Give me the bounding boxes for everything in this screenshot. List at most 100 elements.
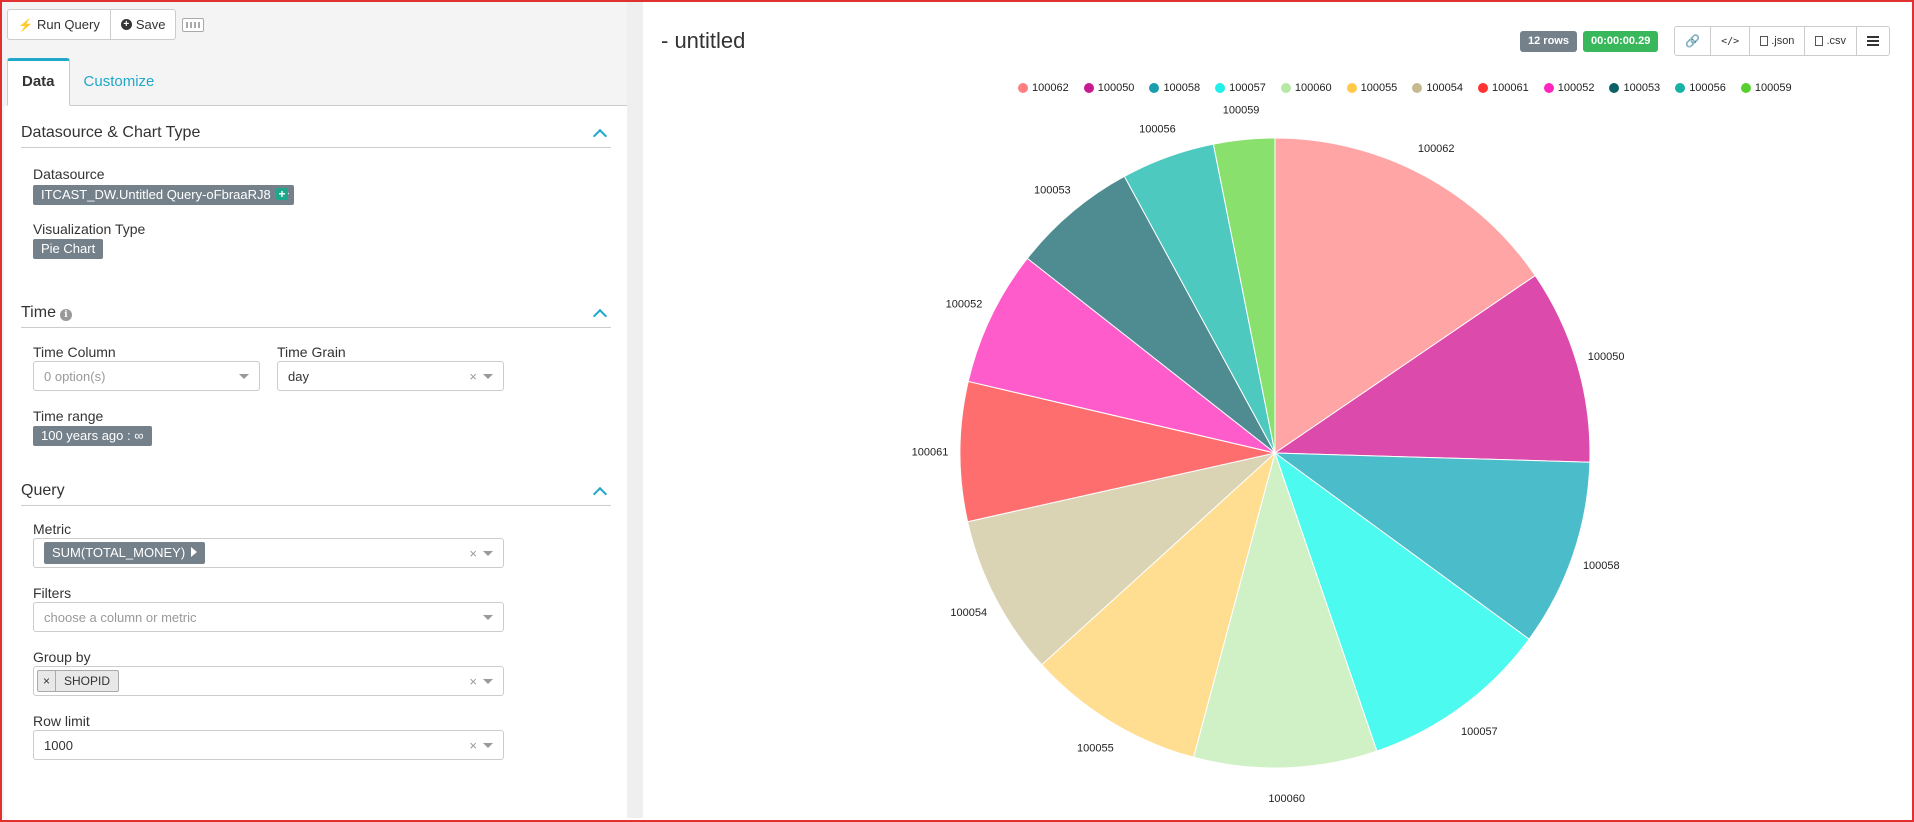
slice-label: 100061 <box>912 446 949 458</box>
chevron-up-icon[interactable] <box>592 128 608 143</box>
panel-divider[interactable] <box>627 2 643 818</box>
groupby-select[interactable]: × SHOPID × <box>33 666 504 696</box>
file-icon <box>1760 36 1769 46</box>
pie-slice[interactable] <box>1041 451 1276 758</box>
datasource-section-header[interactable]: Datasource & Chart Type <box>21 118 611 148</box>
pie-slice[interactable] <box>1192 451 1378 769</box>
chart-title[interactable]: - untitled <box>661 28 746 53</box>
time-grain-value: day <box>288 369 309 384</box>
legend-item[interactable]: 100061 <box>1478 82 1529 94</box>
pie-slice[interactable] <box>966 452 1277 666</box>
metric-pill[interactable]: SUM(TOTAL_MONEY) <box>44 542 206 564</box>
slice-label: 100055 <box>1077 743 1114 755</box>
filters-placeholder: choose a column or metric <box>44 610 197 625</box>
slice-label: 100058 <box>1583 560 1620 572</box>
legend-swatch <box>1740 83 1751 93</box>
link-button[interactable]: 🔗 <box>1675 27 1710 55</box>
run-query-button[interactable]: ⚡ Run Query <box>7 9 111 40</box>
legend-label: 100058 <box>1163 82 1201 94</box>
legend-label: 100061 <box>1492 82 1529 94</box>
embed-button[interactable]: </> <box>1710 27 1749 55</box>
pie-slice[interactable] <box>967 257 1276 454</box>
chevron-up-icon[interactable] <box>592 486 608 501</box>
legend-item[interactable]: 100052 <box>1543 82 1594 94</box>
control-panel: ⚡ Run Query + Save Data Customize Dataso… <box>2 2 627 818</box>
metric-select[interactable]: SUM(TOTAL_MONEY) × <box>33 538 504 568</box>
pie-slice[interactable] <box>959 380 1276 523</box>
time-column-select[interactable]: 0 option(s) <box>33 361 260 391</box>
legend-item[interactable]: 100060 <box>1280 82 1332 94</box>
rowlimit-value: 1000 <box>44 738 73 753</box>
legend-item[interactable]: 100057 <box>1215 82 1266 94</box>
query-section: Query Metric SUM(TOTAL_MONEY) × Filters … <box>21 476 611 816</box>
row-count-badge: 12 rows <box>1520 31 1577 52</box>
bolt-icon: ⚡ <box>18 17 33 32</box>
clear-icon[interactable]: × <box>469 738 477 753</box>
pie-slice[interactable] <box>1212 137 1276 454</box>
tab-data[interactable]: Data <box>7 58 70 106</box>
json-label: .json <box>1771 35 1795 47</box>
menu-button[interactable] <box>1856 27 1889 55</box>
legend-label: 100062 <box>1032 82 1069 94</box>
slice-label: 100050 <box>1588 351 1625 363</box>
pie-slice[interactable] <box>1273 452 1591 640</box>
csv-label: .csv <box>1826 35 1846 47</box>
legend-swatch <box>1149 83 1160 93</box>
keyboard-icon[interactable] <box>182 17 205 32</box>
clear-icon[interactable]: × <box>469 369 477 384</box>
groupby-value: SHOPID <box>64 674 111 688</box>
legend-swatch <box>1280 83 1291 93</box>
slice-label: 100052 <box>946 299 983 311</box>
legend-item[interactable]: 100058 <box>1149 82 1200 94</box>
slice-label: 100056 <box>1139 124 1176 136</box>
groupby-tag[interactable]: × SHOPID <box>37 670 120 692</box>
dropdown-arrow-icon <box>483 743 493 748</box>
chevron-up-icon[interactable] <box>592 308 608 323</box>
legend-swatch <box>1346 83 1357 93</box>
file-icon <box>1815 36 1824 46</box>
filters-select[interactable]: choose a column or metric <box>33 602 504 632</box>
pie-slice[interactable] <box>1273 274 1591 463</box>
slice-label: 100054 <box>950 607 987 619</box>
time-grain-select[interactable]: day × <box>277 361 504 391</box>
legend-item[interactable]: 100056 <box>1675 82 1726 94</box>
rowlimit-select[interactable]: 1000 × <box>33 730 504 760</box>
time-section-header[interactable]: Time i <box>21 298 611 328</box>
dropdown-arrow-icon <box>483 374 493 379</box>
legend-item[interactable]: 100053 <box>1609 82 1660 94</box>
section-title: Datasource & Chart Type <box>21 123 201 141</box>
hamburger-icon <box>1867 36 1879 46</box>
remove-tag-icon[interactable]: × <box>38 671 56 691</box>
legend-item[interactable]: 100062 <box>1018 82 1069 94</box>
pie-slice[interactable] <box>1274 451 1530 752</box>
query-section-header[interactable]: Query <box>21 476 611 506</box>
time-range-select[interactable]: 100 years ago : ∞ <box>33 426 152 446</box>
csv-button[interactable]: .csv <box>1804 27 1856 55</box>
plus-circle-icon: + <box>120 19 132 30</box>
legend-item[interactable]: 100055 <box>1346 82 1397 94</box>
tab-customize[interactable]: Customize <box>83 73 155 90</box>
viz-type-label: Visualization Type <box>33 221 146 237</box>
time-column-label: Time Column <box>33 344 116 360</box>
clear-icon[interactable]: × <box>469 546 477 561</box>
pie-slice[interactable] <box>1026 175 1276 454</box>
query-time-badge: 00:00:00.29 <box>1583 31 1659 52</box>
clear-icon[interactable]: × <box>469 674 477 689</box>
viz-type-select[interactable]: Pie Chart <box>33 239 104 259</box>
pie-slice[interactable] <box>1274 137 1536 454</box>
slice-label: 100062 <box>1418 143 1455 155</box>
info-icon[interactable]: i <box>59 308 72 321</box>
chart-panel: - untitled 12 rows 00:00:00.29 🔗 </> .js… <box>643 2 1912 818</box>
legend-label: 100059 <box>1754 82 1792 94</box>
add-datasource-icon[interactable]: + <box>276 188 288 200</box>
chart-legend: 100062 100050 100058 100057 100060 100055 1000… <box>1018 82 1807 94</box>
json-button[interactable]: .json <box>1749 27 1804 55</box>
save-button[interactable]: + Save <box>110 9 177 40</box>
legend-item[interactable]: 100059 <box>1740 82 1792 94</box>
datasource-value: ITCAST_DW.Untitled Query-oFbraaRJ8 <box>41 187 271 202</box>
legend-label: 100057 <box>1229 82 1266 94</box>
datasource-select[interactable]: ITCAST_DW.Untitled Query-oFbraaRJ8 <box>33 185 294 205</box>
time-column-placeholder: 0 option(s) <box>44 369 106 384</box>
legend-item[interactable]: 100050 <box>1083 82 1134 94</box>
legend-item[interactable]: 100054 <box>1412 82 1463 94</box>
